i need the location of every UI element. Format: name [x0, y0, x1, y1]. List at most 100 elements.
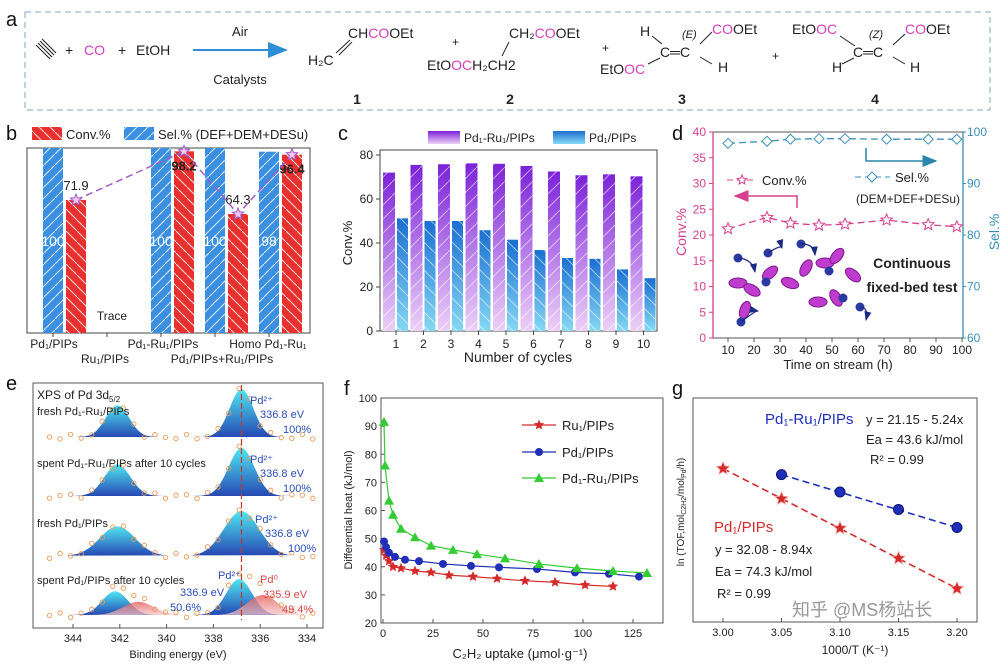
xps-data-point: [78, 495, 84, 501]
product-4-top-left: EtOOC: [792, 21, 837, 37]
xps-data-point: [99, 599, 105, 605]
motion-arrow: [737, 257, 757, 274]
star-marker: [467, 571, 479, 581]
y-left-tick-label: 5: [699, 305, 706, 319]
x-tick-label: 125: [624, 628, 642, 640]
bar-label-selectivity: 100: [149, 233, 173, 249]
triangle-marker: [396, 523, 406, 533]
legend-label: Ru₁/PIPs: [562, 418, 615, 433]
x-tick-label: 20: [747, 343, 761, 357]
conversion-star-marker: [721, 221, 735, 235]
legend-swatch-conv: [32, 127, 62, 140]
bar-pd-hatch: [534, 250, 546, 331]
bar-pdru-hatch: [630, 176, 643, 331]
conversion-star-marker: [949, 219, 964, 233]
triangle-marker: [608, 565, 618, 575]
substituent-sphere: [761, 277, 771, 287]
y-tick-label: 90: [365, 421, 377, 433]
xps-data-point: [99, 477, 105, 483]
xps-data-point: [194, 552, 200, 558]
product-4-alkene: C═C: [853, 44, 883, 60]
xps-data-point: [215, 604, 221, 611]
triangle-marker: [472, 549, 482, 559]
conversion-star-marker: [177, 144, 191, 158]
bar-pdru-hatch: [603, 174, 615, 331]
x-axis-label: C₂H₂ uptake (μmol·g⁻¹): [453, 646, 588, 661]
panel-label-c: c: [338, 123, 348, 145]
peak-percent-label: 100%: [283, 424, 311, 436]
circle-marker: [776, 469, 787, 481]
bar-selectivity: [205, 148, 225, 333]
pd-activation-energy: Ea = 74.3 kJ/mol: [715, 564, 812, 579]
star-marker: [715, 460, 731, 476]
product-4-h-left: H: [832, 59, 842, 75]
x-axis-label: Binding energy (eV): [129, 649, 226, 661]
y-tick-label: 40: [365, 562, 377, 574]
xps-data-point: [268, 595, 274, 601]
y-left-axis-label: Conv.%: [673, 208, 689, 256]
y-left-tick-label: 0: [699, 331, 706, 345]
circle-marker: [495, 563, 503, 572]
bar-label-conversion: 71.9: [63, 178, 88, 193]
product-4-stereo: (Z): [869, 29, 883, 41]
pd2-peak-fill: [66, 464, 167, 496]
x-tick-label: 3.00: [712, 627, 733, 639]
panel-label-f: f: [344, 378, 350, 400]
x-tick-label: 8: [585, 337, 592, 351]
xps-data-point: [68, 491, 74, 498]
xps-data-point: [57, 550, 63, 557]
xps-data-point: [57, 610, 63, 616]
xps-data-point: [278, 435, 284, 441]
product-3-alkene: C═C: [660, 44, 690, 60]
peak-state-label: Pd²⁺: [250, 395, 273, 407]
y-right-tick-label: 70: [967, 280, 981, 294]
xps-data-point: [152, 606, 158, 612]
xps-data-point: [204, 544, 211, 550]
product-1: CHCOOEt H₂C 1: [308, 25, 413, 107]
plot-frame: [32, 382, 324, 629]
legend-label-conv: Conv.%: [66, 127, 111, 142]
xps-data-point: [162, 495, 169, 501]
conversion-star-marker: [812, 217, 826, 232]
x-tick-label: 9: [613, 337, 620, 351]
aromatic-ring: [738, 300, 752, 320]
xps-data-point: [278, 495, 284, 501]
bar-pdru-hatch: [493, 163, 505, 331]
conversion-trend-line: [75, 150, 293, 216]
circle-marker: [635, 572, 643, 581]
panel-d-chart: Continuous fixed-bed test 0 5 10 15 20 25 30 35…: [673, 125, 1002, 372]
xps-data-point: [257, 423, 263, 429]
x-axis-label: Number of cycles: [464, 349, 572, 365]
scheme-dashed-frame: [24, 11, 991, 111]
bar-pdru-hatch: [465, 163, 478, 331]
xps-data-point: [46, 434, 53, 440]
panel-label-g: g: [672, 378, 683, 400]
x-tick-label: 0: [380, 628, 386, 640]
xps-data-point: [247, 455, 253, 462]
star-marker: [773, 490, 790, 506]
xps-data-point: [110, 465, 116, 471]
pd2-peak-fill: [190, 448, 291, 496]
xps-data-point: [257, 525, 263, 532]
bar-pdru-hatch: [520, 166, 533, 331]
x-tick-label: 75: [527, 628, 539, 640]
product-number-4: 4: [871, 91, 879, 107]
xps-data-point: [89, 540, 95, 547]
star-marker: [519, 575, 531, 586]
star-marker: [549, 576, 561, 587]
triangle-marker: [534, 558, 544, 568]
legend-label-sel: Sel.% (DEF+DEM+DESu): [158, 127, 308, 142]
circle-marker: [834, 486, 846, 498]
triangle-marker: [380, 460, 390, 470]
triangle-marker: [384, 495, 394, 505]
star-marker: [832, 520, 848, 535]
bar-conversion: [282, 154, 302, 333]
circle-marker: [893, 503, 904, 515]
plot-frame: [692, 397, 978, 623]
fit-line: [781, 473, 958, 529]
product-3-stereo: (E): [682, 29, 697, 41]
pd-r-squared: R² = 0.99: [717, 586, 771, 601]
star-marker: [395, 562, 407, 573]
y-tick-label: 70: [365, 477, 377, 489]
legend-swatch-sel: [124, 127, 154, 140]
